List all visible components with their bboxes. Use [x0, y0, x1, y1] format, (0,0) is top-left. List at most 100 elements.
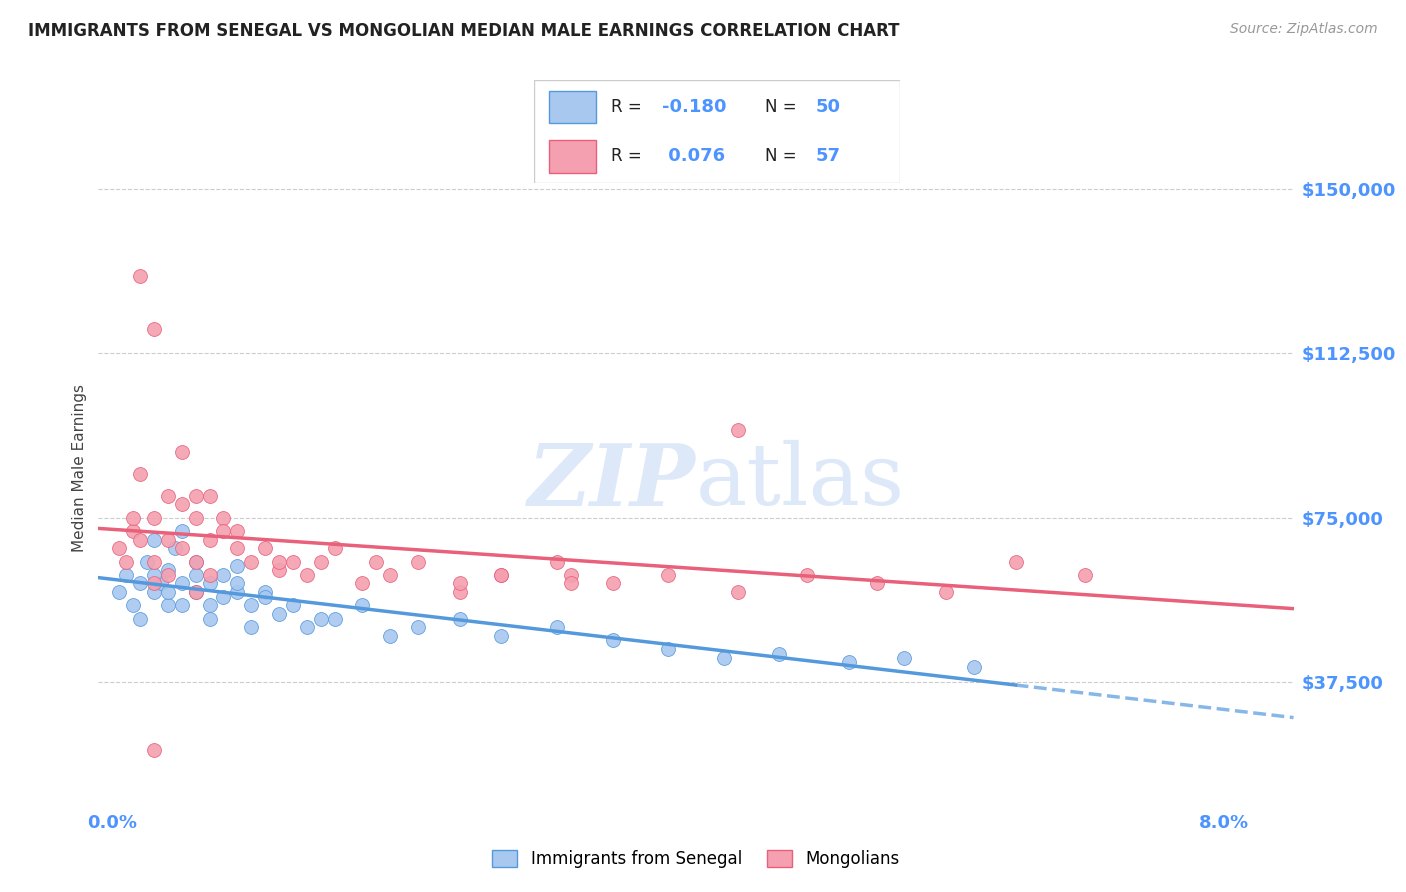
Point: [129, 611, 152, 625]
Point: [352, 576, 374, 591]
Point: [170, 576, 193, 591]
Point: [129, 269, 152, 284]
Text: 0.076: 0.076: [662, 147, 725, 165]
Point: [267, 607, 290, 622]
Point: [240, 620, 263, 634]
Point: [768, 647, 790, 661]
Point: [713, 651, 735, 665]
Point: [281, 555, 304, 569]
Point: [170, 599, 193, 613]
Point: [796, 567, 818, 582]
Point: [170, 524, 193, 538]
Point: [281, 599, 304, 613]
Point: [122, 510, 145, 524]
Point: [163, 541, 186, 556]
Point: [406, 620, 429, 634]
Point: [129, 533, 152, 547]
Point: [184, 585, 207, 599]
Point: [143, 533, 166, 547]
Text: -0.180: -0.180: [662, 98, 727, 116]
Point: [657, 567, 679, 582]
Text: IMMIGRANTS FROM SENEGAL VS MONGOLIAN MEDIAN MALE EARNINGS CORRELATION CHART: IMMIGRANTS FROM SENEGAL VS MONGOLIAN MED…: [28, 22, 900, 40]
Point: [1074, 567, 1097, 582]
Point: [184, 510, 207, 524]
Y-axis label: Median Male Earnings: Median Male Earnings: [72, 384, 87, 552]
Point: [406, 555, 429, 569]
Point: [727, 423, 749, 437]
Point: [156, 489, 179, 503]
Point: [198, 533, 221, 547]
Point: [449, 576, 471, 591]
Point: [560, 576, 582, 591]
Point: [727, 585, 749, 599]
Point: [491, 567, 513, 582]
Point: [309, 555, 332, 569]
Point: [156, 599, 179, 613]
Point: [380, 629, 402, 643]
Text: R =: R =: [612, 147, 647, 165]
Point: [865, 576, 887, 591]
Point: [170, 541, 193, 556]
Point: [156, 567, 179, 582]
Point: [143, 510, 166, 524]
Point: [184, 555, 207, 569]
Point: [198, 599, 221, 613]
Point: [295, 567, 318, 582]
Point: [254, 541, 277, 556]
Point: [366, 555, 388, 569]
Point: [143, 567, 166, 582]
Point: [115, 555, 138, 569]
Text: ZIP: ZIP: [529, 440, 696, 524]
Point: [963, 660, 986, 674]
Point: [212, 524, 235, 538]
Point: [212, 590, 235, 604]
Point: [184, 585, 207, 599]
Point: [323, 611, 346, 625]
Bar: [548, 140, 596, 173]
Point: [546, 555, 568, 569]
Point: [198, 611, 221, 625]
Text: Source: ZipAtlas.com: Source: ZipAtlas.com: [1230, 22, 1378, 37]
Text: N =: N =: [765, 98, 801, 116]
Text: 57: 57: [815, 147, 841, 165]
Text: N =: N =: [765, 147, 801, 165]
Point: [449, 611, 471, 625]
Text: 50: 50: [815, 98, 841, 116]
Point: [108, 541, 131, 556]
Point: [226, 524, 249, 538]
Point: [198, 489, 221, 503]
Point: [267, 563, 290, 577]
Point: [226, 541, 249, 556]
Point: [129, 576, 152, 591]
Point: [143, 743, 166, 757]
Point: [198, 567, 221, 582]
Point: [115, 567, 138, 582]
Point: [143, 576, 166, 591]
Point: [560, 567, 582, 582]
Point: [226, 558, 249, 573]
Point: [491, 567, 513, 582]
Point: [546, 620, 568, 634]
Point: [156, 533, 179, 547]
Point: [184, 489, 207, 503]
Point: [295, 620, 318, 634]
Point: [198, 576, 221, 591]
Legend: Immigrants from Senegal, Mongolians: Immigrants from Senegal, Mongolians: [485, 843, 907, 875]
Point: [893, 651, 915, 665]
Point: [170, 498, 193, 512]
Point: [449, 585, 471, 599]
Point: [212, 567, 235, 582]
Point: [352, 599, 374, 613]
Point: [212, 510, 235, 524]
Point: [309, 611, 332, 625]
Point: [129, 467, 152, 481]
Point: [170, 445, 193, 459]
Text: R =: R =: [612, 98, 647, 116]
Point: [143, 322, 166, 336]
Point: [602, 633, 624, 648]
Point: [226, 585, 249, 599]
Point: [136, 555, 159, 569]
Point: [184, 555, 207, 569]
FancyBboxPatch shape: [534, 80, 900, 183]
Text: atlas: atlas: [696, 440, 905, 524]
